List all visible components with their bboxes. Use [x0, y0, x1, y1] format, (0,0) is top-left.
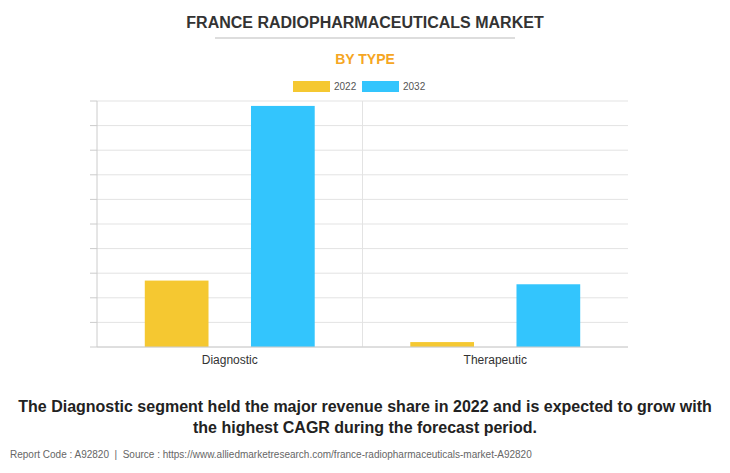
legend: 2022 2032 — [293, 81, 426, 92]
bar — [410, 342, 474, 347]
tick-mark — [90, 199, 97, 200]
tick-mark — [90, 248, 97, 249]
legend-label: 2032 — [403, 81, 426, 92]
legend-swatch — [362, 81, 399, 92]
bars — [145, 106, 580, 347]
legend-label: 2022 — [334, 81, 357, 92]
grid-line — [97, 347, 628, 348]
category-divider — [362, 101, 363, 347]
chart-root: FRANCE RADIOPHARMACEUTICALS MARKET BY TYP… — [0, 0, 730, 473]
bar — [251, 106, 315, 347]
bar — [516, 284, 580, 347]
title-rule — [215, 38, 515, 39]
x-axis — [97, 347, 628, 348]
tick-mark — [90, 273, 97, 274]
tick-mark — [90, 322, 97, 323]
tick-mark — [90, 297, 97, 298]
category-label: Therapeutic — [464, 353, 527, 367]
title: FRANCE RADIOPHARMACEUTICALS MARKET — [186, 14, 544, 31]
tick-mark — [90, 150, 97, 151]
tick-mark — [90, 174, 97, 175]
caption: The Diagnostic segment held the major re… — [8, 396, 722, 438]
y-axis — [97, 101, 98, 347]
legend-swatch — [293, 81, 330, 92]
source: Report Code : A92820 | Source : https://… — [10, 449, 532, 460]
category-label: Diagnostic — [202, 353, 258, 367]
tick-mark — [90, 101, 97, 102]
tick-mark — [90, 347, 97, 348]
tick-mark — [90, 224, 97, 225]
tick-mark — [90, 125, 97, 126]
subtitle: BY TYPE — [335, 51, 395, 67]
bar — [145, 281, 209, 347]
